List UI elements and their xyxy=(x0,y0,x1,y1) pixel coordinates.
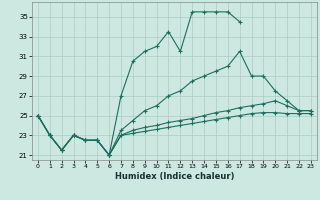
X-axis label: Humidex (Indice chaleur): Humidex (Indice chaleur) xyxy=(115,172,234,181)
